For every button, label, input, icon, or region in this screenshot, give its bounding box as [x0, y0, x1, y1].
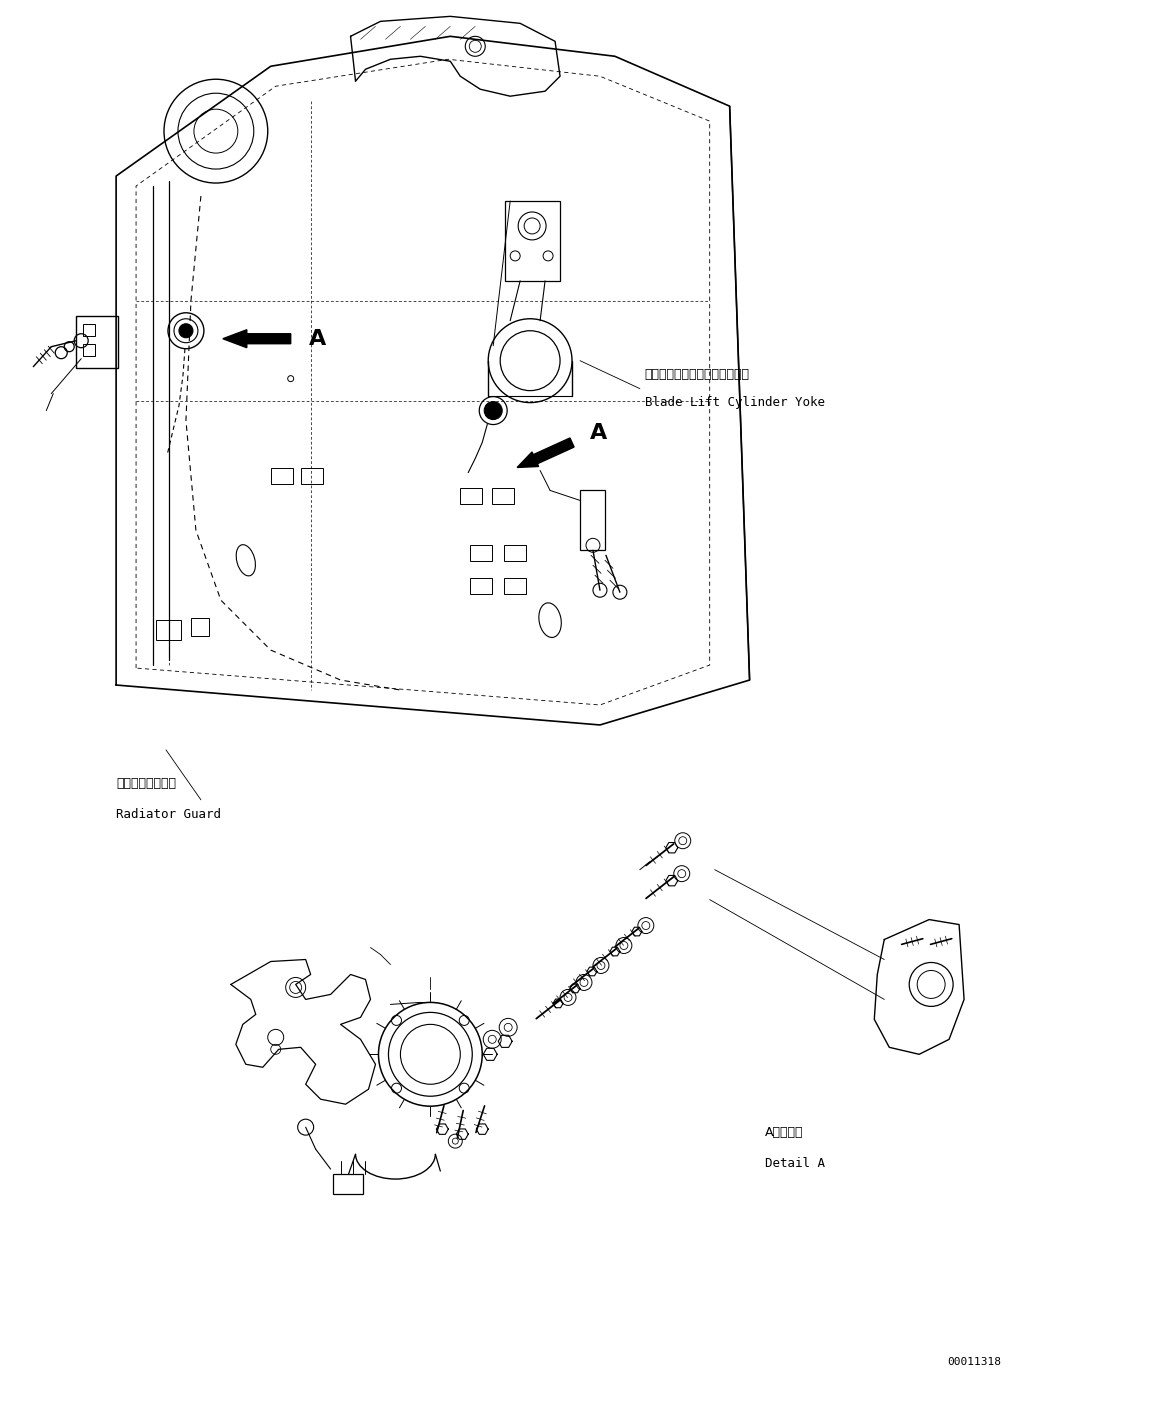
Bar	[84, 344, 95, 355]
Bar	[470, 545, 492, 562]
Bar	[505, 578, 526, 594]
FancyArrow shape	[518, 438, 575, 468]
Circle shape	[484, 402, 502, 420]
Bar	[461, 489, 483, 504]
Text: Blade Lift Cylinder Yoke: Blade Lift Cylinder Yoke	[644, 396, 825, 409]
FancyArrow shape	[223, 330, 291, 348]
Text: ラジェータガード: ラジェータガード	[116, 776, 176, 790]
Text: 00011318: 00011318	[947, 1356, 1001, 1366]
Bar	[580, 490, 605, 550]
Text: A: A	[308, 329, 326, 348]
Text: Detail A: Detail A	[764, 1157, 825, 1170]
Bar	[505, 545, 526, 562]
Circle shape	[179, 324, 193, 338]
Bar	[156, 621, 181, 640]
Bar	[470, 578, 492, 594]
Bar	[191, 618, 209, 636]
Bar	[301, 469, 322, 484]
Bar	[271, 469, 293, 484]
Text: Radiator Guard: Radiator Guard	[116, 807, 221, 821]
Bar	[333, 1174, 363, 1193]
Text: ブレードリフトシリンダヨーク: ブレードリフトシリンダヨーク	[644, 368, 750, 380]
Bar	[505, 201, 561, 281]
Text: A: A	[590, 423, 607, 442]
Bar	[492, 489, 514, 504]
Bar	[77, 316, 119, 368]
Bar	[84, 324, 95, 336]
Text: A　詳　細: A 詳 細	[764, 1126, 804, 1139]
